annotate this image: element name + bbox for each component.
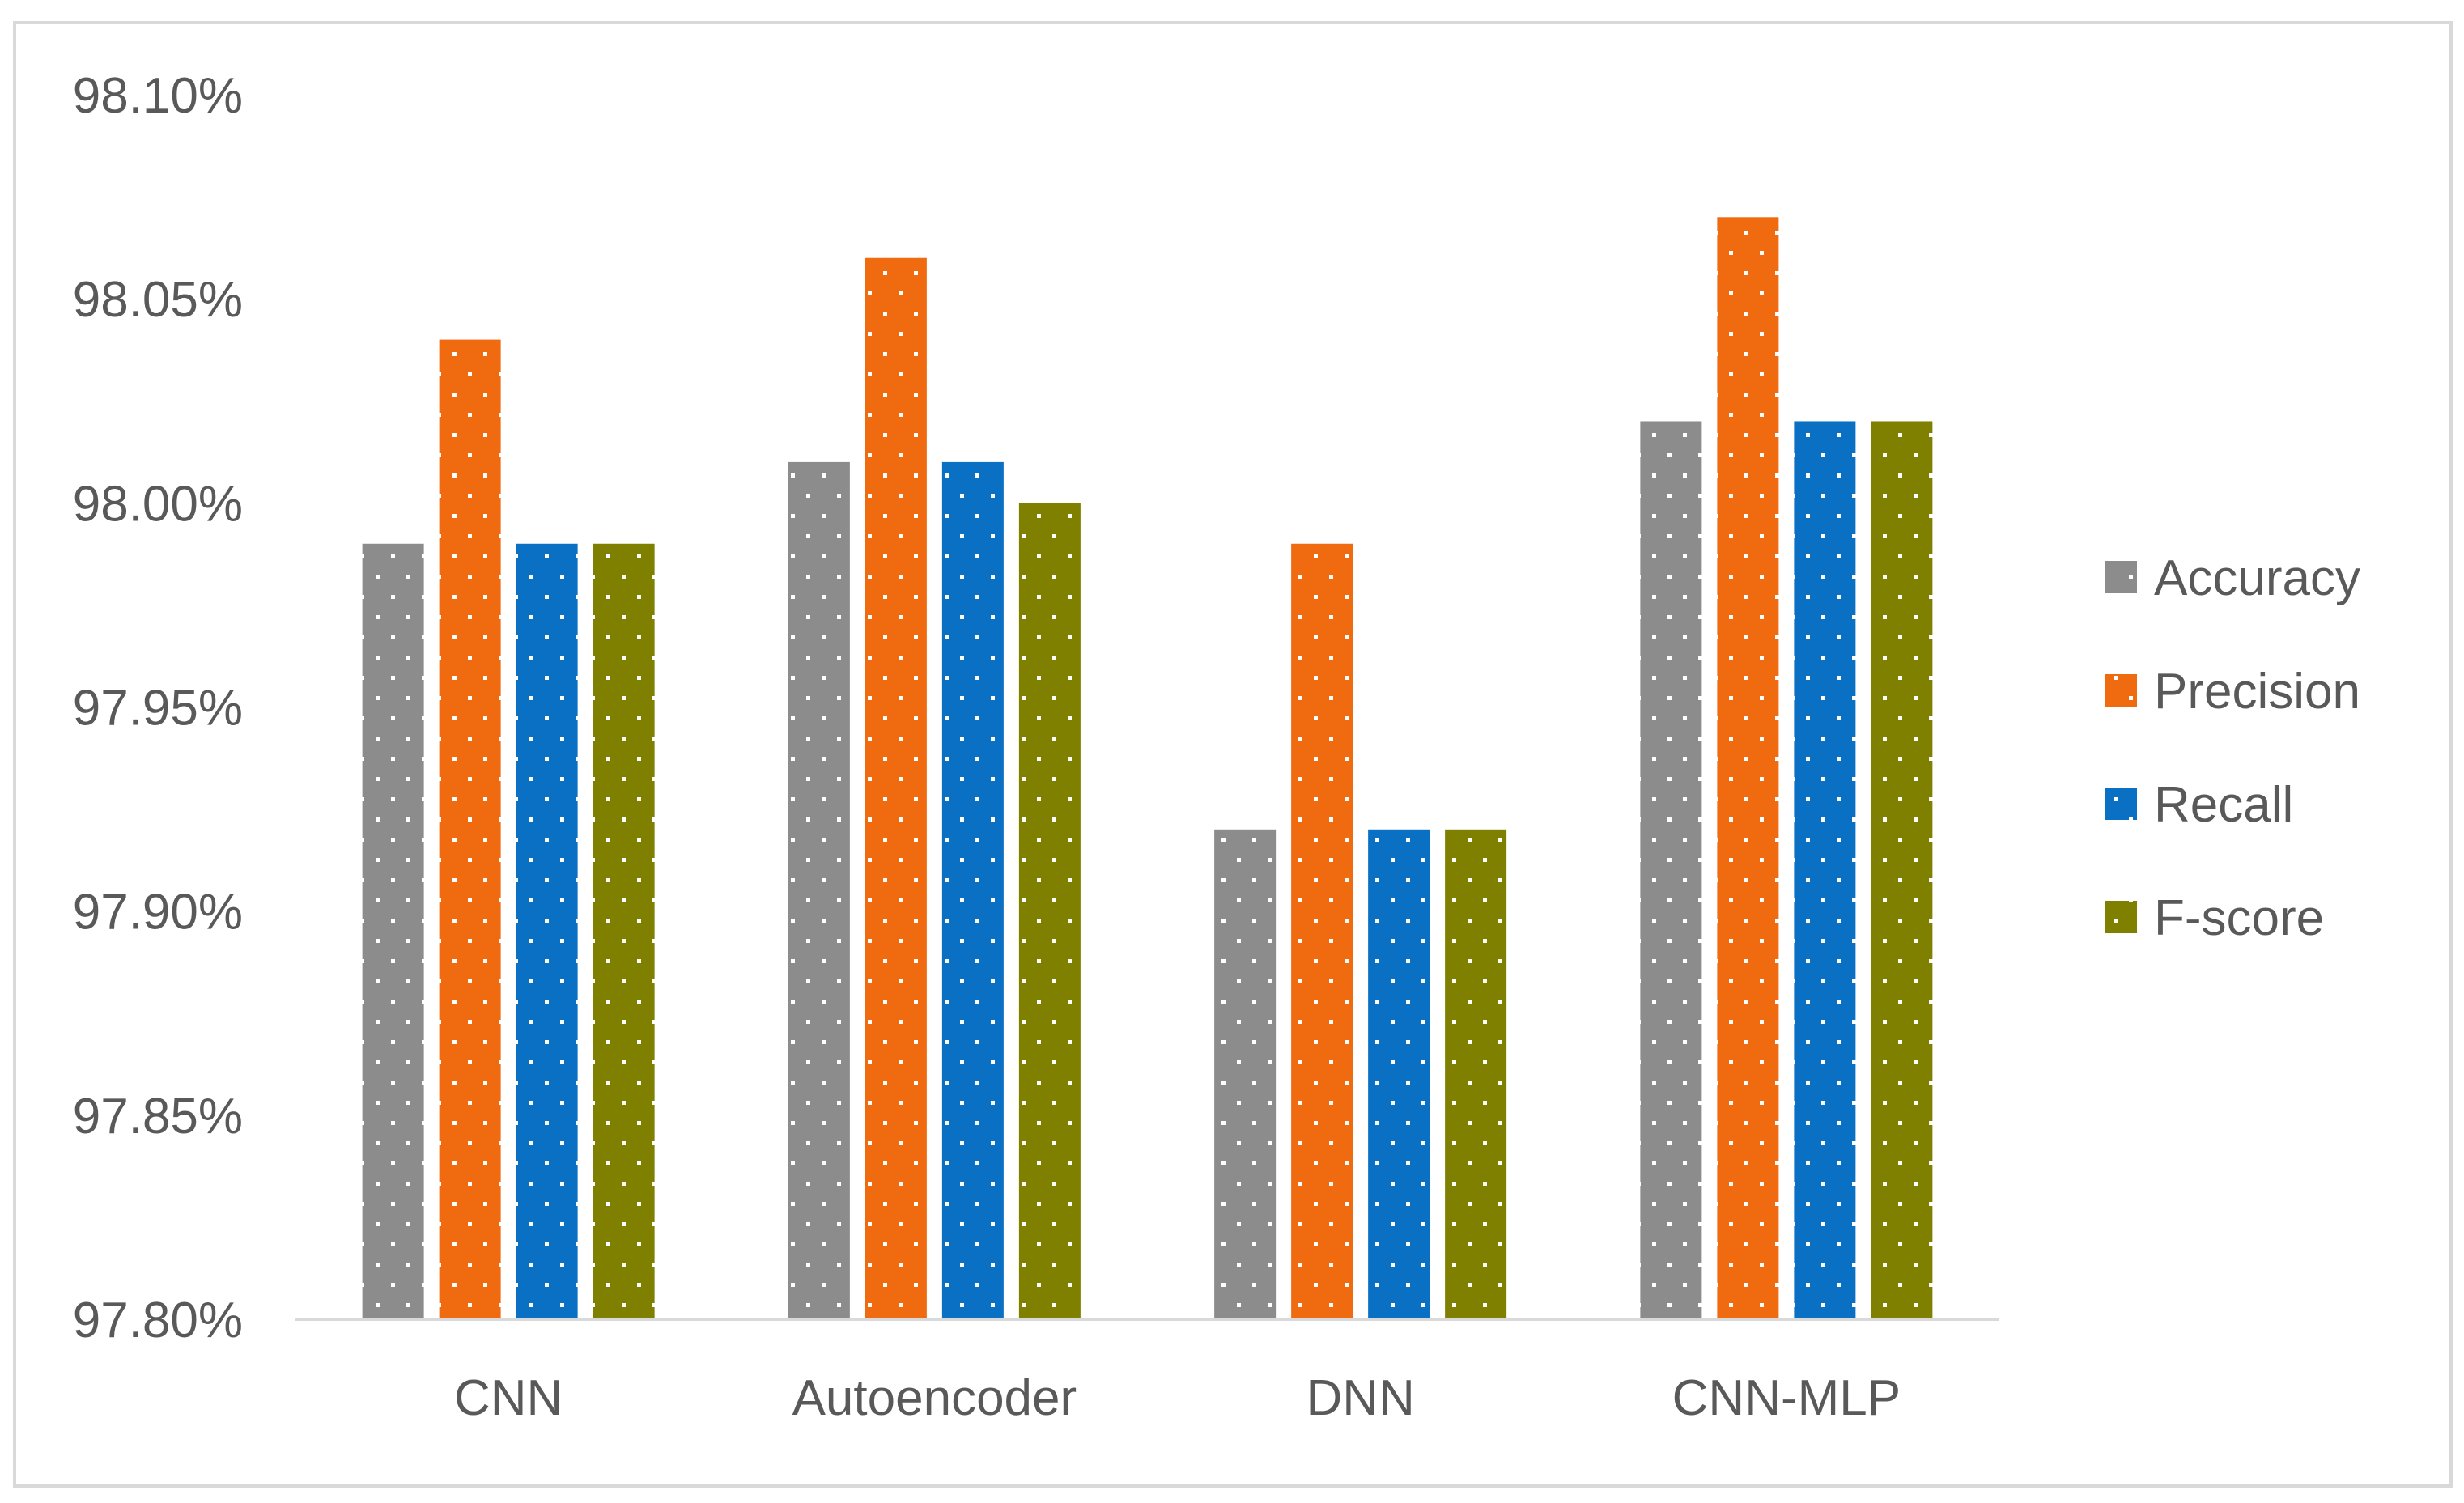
legend-swatch-precision [2105, 674, 2137, 707]
bar-accuracy-cnn-mlp [1640, 421, 1702, 1319]
legend-swatch-recall [2105, 788, 2137, 820]
x-axis-category-labels: CNN Autoencoder DNN CNN-MLP [454, 1370, 1901, 1426]
bar-recall-dnn [1368, 829, 1430, 1319]
bar-accuracy-autoencoder [788, 461, 850, 1319]
legend-label-f-score: F-score [2154, 890, 2324, 946]
y-tick-label: 98.00% [73, 476, 243, 532]
x-tick-label: Autoencoder [792, 1370, 1077, 1426]
legend-label-accuracy: Accuracy [2154, 550, 2360, 606]
x-tick-label: CNN [454, 1370, 563, 1426]
x-tick-label: DNN [1306, 1370, 1414, 1426]
bar-f-score-dnn [1445, 829, 1507, 1319]
bar-recall-cnn-mlp [1794, 421, 1856, 1319]
y-axis-tick-labels: 97.80% 97.85% 97.90% 97.95% 98.00% 98.05% 98.1… [73, 68, 243, 1348]
bar-precision-cnn [439, 339, 501, 1320]
bar-accuracy-dnn [1214, 829, 1277, 1319]
chart-legend: Accuracy Precision Recall F-score [2105, 550, 2360, 946]
bar-accuracy-cnn [362, 543, 424, 1319]
bar-recall-autoencoder [941, 461, 1004, 1319]
legend-swatch-accuracy [2105, 561, 2137, 593]
y-tick-label: 98.05% [73, 272, 243, 328]
bar-f-score-cnn-mlp [1871, 421, 1933, 1319]
bar-series-group [362, 217, 1933, 1320]
bar-precision-autoencoder [865, 257, 927, 1319]
bar-f-score-autoencoder [1018, 503, 1081, 1319]
bar-precision-cnn-mlp [1717, 217, 1779, 1319]
bar-precision-dnn [1291, 543, 1353, 1319]
x-tick-label: CNN-MLP [1672, 1370, 1901, 1426]
y-tick-label: 97.85% [73, 1089, 243, 1144]
y-tick-label: 97.90% [73, 885, 243, 940]
legend-label-recall: Recall [2154, 777, 2293, 833]
bar-f-score-cnn [593, 543, 655, 1319]
y-tick-label: 97.80% [73, 1293, 243, 1348]
legend-label-precision: Precision [2154, 664, 2360, 720]
y-tick-label: 98.10% [73, 68, 243, 124]
y-tick-label: 97.95% [73, 681, 243, 737]
bar-recall-cnn [516, 543, 578, 1319]
legend-swatch-f-score [2105, 901, 2137, 933]
